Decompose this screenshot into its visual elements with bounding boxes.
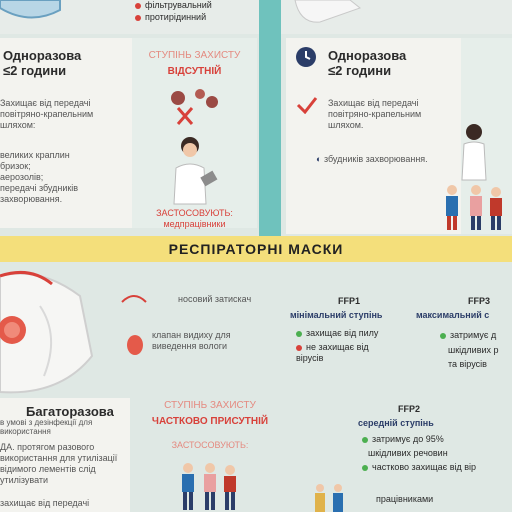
reusable-title: Багаторазова (26, 404, 114, 419)
ffp1-label: FFP1 (338, 296, 361, 306)
ffp2-item2: шкідливих речовин (368, 448, 448, 458)
clock-icon (296, 47, 316, 67)
people-group-icon (440, 120, 512, 232)
ffp2-label: FFP2 (398, 404, 421, 414)
protection-value: ВІДСУТНІЙ (167, 66, 222, 77)
right-card-title: Одноразова ≤2 години (328, 48, 407, 78)
valve-icon (126, 334, 144, 356)
workers-group-icon (178, 460, 242, 512)
ffp1-item2: не захищає від вірусів (296, 342, 369, 363)
ffp3-item3: та вірусів (448, 359, 487, 369)
ffp3-item1: затримує д (440, 330, 496, 341)
left-card-items: великих краплин бризок; аерозолів; перед… (0, 150, 79, 204)
virus-cross-icon (168, 86, 224, 128)
left-card-protects: Захищає від передачі повітряно-крапельни… (0, 98, 94, 130)
right-card-protects: Захищає від передачі повітряно-крапельни… (328, 98, 422, 130)
ffp2-workers: працівниками (376, 494, 434, 504)
top-line-1: фільтрувальний (135, 0, 212, 11)
top-line-2: протирідинний (135, 12, 206, 23)
applied-value: медпрацівники (163, 219, 226, 229)
shield-icon: ◐ (316, 154, 322, 164)
partial-protection-label: СТУПІНЬ ЗАХИСТУ (164, 400, 256, 411)
workers-small-icon (312, 482, 352, 512)
partial-protection-value: ЧАСТКОВО ПРИСУТНІЙ (151, 416, 269, 427)
protection-label: СТУПІНЬ ЗАХИСТУ (148, 50, 241, 61)
section-title: РЕСПІРАТОРНІ МАСКИ (168, 241, 344, 257)
ffp2-level: середній ступінь (358, 418, 434, 428)
reusable-text: в умові з дезінфекції для використання (0, 418, 93, 436)
applied-label: ЗАСТОСОВУЮТЬ: (156, 208, 233, 218)
teal-divider (259, 0, 281, 236)
nose-clip-icon (120, 292, 148, 304)
right-card-item: ◐ збудників захворювання. (316, 154, 428, 164)
doctor-icon (168, 134, 224, 206)
left-protection-panel: СТУПІНЬ ЗАХИСТУ ВІДСУТНІЙ ЗАСТОСОВУЮТЬ: … (132, 38, 257, 229)
check-icon (296, 96, 318, 114)
reusable-text3: захищає від передачі (0, 498, 90, 508)
respirator-image (0, 266, 100, 398)
left-card-title: Одноразова ≤2 години (3, 48, 82, 78)
top-mask-image (0, 0, 70, 26)
left-card: Одноразова ≤2 години Захищає від передач… (0, 38, 132, 228)
top-strip (0, 0, 512, 34)
ffp1-item1: захищає від пилу (296, 328, 378, 339)
reusable-card: Багаторазова в умові з дезінфекції для в… (0, 398, 130, 512)
ffp2-item3: частково захищає від вір (362, 462, 476, 473)
partial-applied-label: ЗАСТОСОВУЮТЬ: (171, 440, 249, 450)
reusable-text2: ДА. протягом разового використання для у… (0, 442, 118, 485)
right-card: Одноразова ≤2 години Захищає від передач… (286, 38, 461, 234)
ffp3-item2: шкідливих р (448, 345, 499, 355)
ffp3-level: максимальний с (416, 310, 490, 320)
nose-clip-label: носовий затискач (178, 294, 252, 304)
ffp3-label: FFP3 (468, 296, 491, 306)
ffp2-item1: затримує до 95% (362, 434, 444, 445)
ffp1-level: мінімальний ступінь (290, 310, 383, 320)
top-right-mask-image (290, 0, 370, 28)
valve-label: клапан видиху для виведення вологи (152, 330, 231, 351)
section-bar: РЕСПІРАТОРНІ МАСКИ (0, 236, 512, 262)
